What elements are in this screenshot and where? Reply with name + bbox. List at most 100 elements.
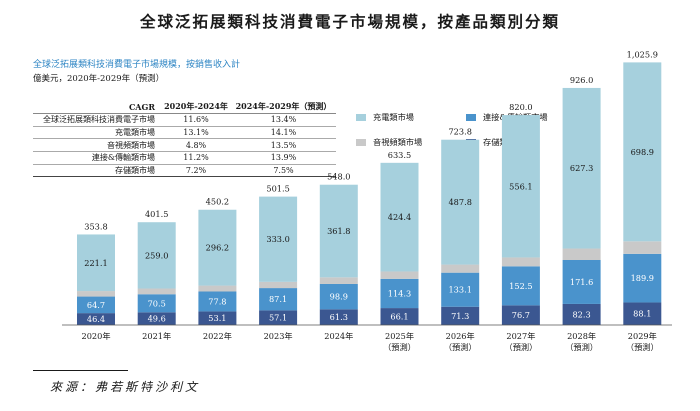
data-label-storage: 66.1 bbox=[390, 312, 408, 322]
bar-segment-audio_video bbox=[380, 271, 419, 279]
cagr-row: 全球泛拓展類科技消費電子市場 11.6% 13.4% bbox=[33, 113, 336, 127]
bar-segment-connectivity bbox=[562, 260, 601, 304]
data-label-storage: 46.4 bbox=[87, 314, 105, 324]
bar-segment-charging bbox=[501, 115, 540, 258]
source-divider bbox=[33, 370, 128, 371]
data-label-storage: 88.1 bbox=[633, 309, 651, 319]
total-label: 820.0 bbox=[509, 102, 532, 112]
data-label-storage: 61.3 bbox=[330, 312, 348, 322]
unit-label: 億美元，2020年-2029年（預測） bbox=[33, 74, 165, 84]
bar-segment-audio_video bbox=[319, 277, 358, 284]
data-label-charging: 698.9 bbox=[631, 147, 654, 157]
data-label-connectivity: 77.8 bbox=[208, 296, 226, 306]
data-label-connectivity: 133.1 bbox=[448, 285, 471, 295]
x-tick-forecast-label: （預測） bbox=[565, 342, 598, 352]
cagr-cell: 全球泛拓展類科技消費電子市場 bbox=[33, 113, 161, 127]
data-label-charging: 361.8 bbox=[327, 226, 350, 236]
total-label: 926.0 bbox=[570, 75, 593, 85]
legend-item-charging: 充電類市場 bbox=[356, 111, 414, 123]
data-label-storage: 57.1 bbox=[269, 313, 287, 323]
bar-segment-storage bbox=[562, 303, 601, 325]
bar-segment-storage bbox=[77, 313, 115, 325]
bar-segment-audio_video bbox=[259, 281, 298, 289]
x-tick-forecast-label: （預測） bbox=[444, 342, 477, 352]
data-label-charging: 296.2 bbox=[206, 243, 229, 253]
bar-segment-connectivity bbox=[77, 296, 115, 314]
bar-segment-storage bbox=[319, 309, 358, 325]
x-tick-label: 2023年 bbox=[264, 331, 293, 341]
cagr-cell: 13.4% bbox=[231, 113, 336, 127]
bar-segment-connectivity bbox=[198, 291, 237, 312]
bar-segment-connectivity bbox=[380, 278, 419, 309]
cagr-row: 音視頻類市場 4.8% 13.5% bbox=[33, 138, 336, 153]
bar-segment-charging bbox=[623, 62, 662, 242]
bar-segment-connectivity bbox=[319, 283, 358, 310]
cagr-cell: 13.1% bbox=[161, 126, 231, 140]
bar-segment-storage bbox=[501, 305, 540, 325]
bar-segment-storage bbox=[198, 311, 237, 325]
bar-segment-connectivity bbox=[137, 294, 176, 313]
total-label: 401.5 bbox=[145, 209, 168, 219]
cagr-cell: 充電類市場 bbox=[33, 126, 161, 140]
bar-segment-charging bbox=[380, 162, 419, 272]
bar-segment-connectivity bbox=[441, 272, 480, 307]
chart-subtitle: 全球泛拓展類科技消費電子市場規模，按銷售收入計 bbox=[33, 60, 241, 70]
cagr-cell: 連接&傳輸類市場 bbox=[33, 151, 161, 165]
source-note: 來源：弗若斯特沙利文 bbox=[50, 380, 201, 394]
data-label-charging: 424.4 bbox=[388, 212, 411, 222]
total-label: 548.0 bbox=[327, 172, 350, 182]
data-label-storage: 82.3 bbox=[572, 309, 590, 319]
data-label-storage: 71.3 bbox=[451, 311, 469, 321]
cagr-cell: 7.5% bbox=[231, 164, 336, 178]
cagr-row: 存儲類市場 7.2% 7.5% bbox=[33, 164, 336, 178]
data-label-charging: 259.0 bbox=[145, 250, 168, 260]
total-label: 1,025.9 bbox=[627, 49, 658, 59]
bar-segment-audio_video bbox=[441, 264, 480, 273]
bar-segment-audio_video bbox=[137, 288, 176, 295]
data-label-charging: 627.3 bbox=[570, 163, 593, 173]
data-label-connectivity: 171.6 bbox=[570, 277, 593, 287]
x-tick-forecast-label: （預測） bbox=[383, 342, 416, 352]
x-tick-label: 2022年 bbox=[203, 331, 232, 341]
cagr-cell: 11.6% bbox=[161, 113, 231, 127]
cagr-cell: 14.1% bbox=[231, 126, 336, 140]
total-label: 501.5 bbox=[266, 184, 289, 194]
data-label-connectivity: 98.9 bbox=[330, 292, 348, 302]
cagr-cell: 13.9% bbox=[231, 151, 336, 165]
bar-segment-storage bbox=[380, 308, 419, 325]
data-label-charging: 221.1 bbox=[84, 258, 107, 268]
legend-swatch bbox=[356, 138, 366, 146]
bar-segment-charging bbox=[441, 139, 480, 265]
cagr-table: CAGR 2020年-2024年 2024年-2029年（預測） 全球泛拓展類科… bbox=[33, 100, 336, 178]
cagr-cell: 存儲類市場 bbox=[33, 164, 161, 178]
data-label-charging: 333.0 bbox=[266, 234, 289, 244]
cagr-header-cell: CAGR bbox=[33, 100, 161, 114]
data-label-connectivity: 87.1 bbox=[269, 294, 287, 304]
data-label-connectivity: 70.5 bbox=[148, 298, 166, 308]
bar-segment-audio_video bbox=[501, 257, 540, 267]
bar-segment-connectivity bbox=[259, 288, 298, 311]
cagr-header-cell: 2024年-2029年（預測） bbox=[231, 100, 336, 114]
data-label-connectivity: 114.3 bbox=[388, 288, 411, 298]
cagr-header-cell: 2020年-2024年 bbox=[161, 100, 231, 114]
data-label-connectivity: 64.7 bbox=[87, 300, 105, 310]
data-label-storage: 49.6 bbox=[148, 314, 166, 324]
bar-segment-connectivity bbox=[623, 253, 662, 303]
x-tick-label: 2024年 bbox=[324, 331, 353, 341]
bar-segment-audio_video bbox=[77, 291, 115, 297]
cagr-header-row: CAGR 2020年-2024年 2024年-2029年（預測） bbox=[33, 100, 336, 114]
total-label: 353.8 bbox=[84, 221, 107, 231]
data-label-storage: 53.1 bbox=[208, 313, 226, 323]
legend-swatch bbox=[466, 113, 476, 121]
x-tick-forecast-label: （預測） bbox=[505, 342, 538, 352]
bar-segment-charging bbox=[319, 184, 358, 278]
x-tick-label: 2026年 bbox=[446, 331, 475, 341]
x-tick-label: 2020年 bbox=[81, 331, 110, 341]
data-label-charging: 556.1 bbox=[509, 181, 532, 191]
bar-segment-connectivity bbox=[501, 266, 540, 306]
legend-swatch bbox=[356, 113, 366, 121]
legend-label: 音視頻類市場 bbox=[373, 137, 423, 147]
cagr-cell: 4.8% bbox=[161, 138, 231, 153]
total-label: 450.2 bbox=[206, 197, 229, 207]
